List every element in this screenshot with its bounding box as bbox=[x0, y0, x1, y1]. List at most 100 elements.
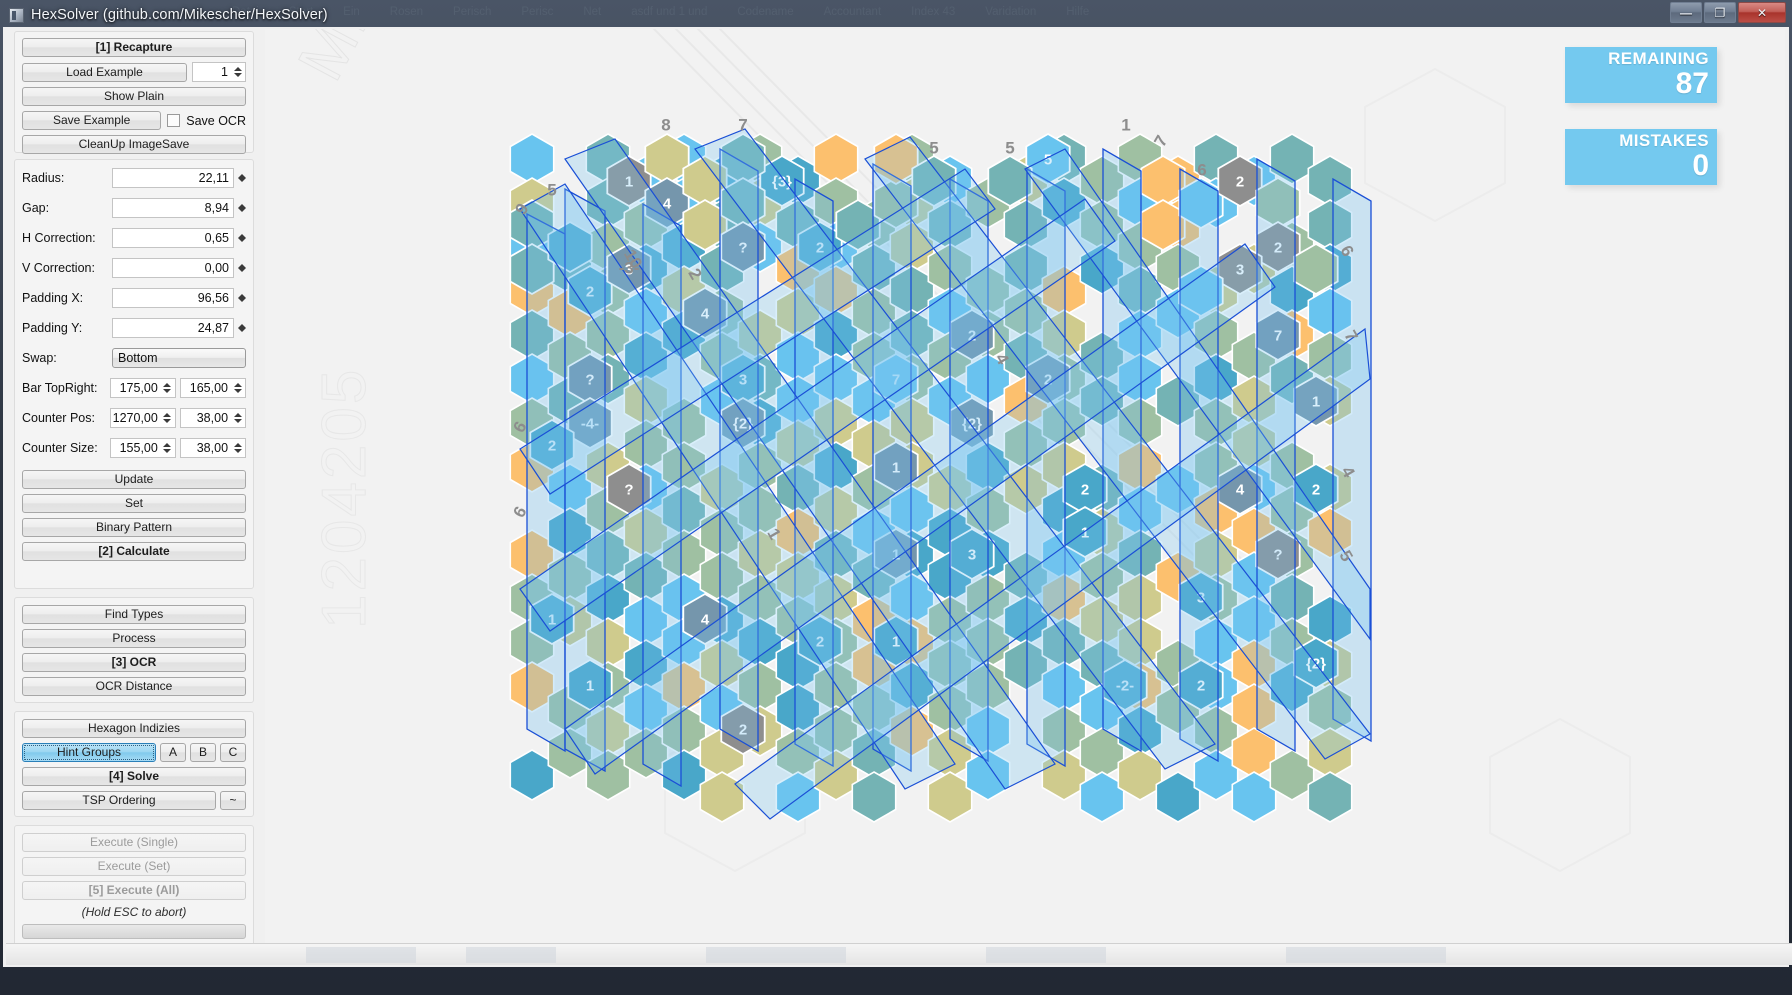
chevron-down-icon[interactable] bbox=[233, 389, 242, 393]
hex-cell[interactable]: 1 bbox=[1293, 374, 1339, 428]
stepper-arrows[interactable] bbox=[231, 409, 244, 427]
hex-cell[interactable]: 1 bbox=[567, 658, 613, 712]
stepper-arrows[interactable] bbox=[231, 63, 244, 81]
hint-group-b-button[interactable]: B bbox=[190, 743, 216, 762]
execute-all-button[interactable]: [5] Execute (All) bbox=[22, 881, 246, 900]
counter-size-w[interactable]: 155,00 bbox=[109, 438, 176, 458]
hex-cell[interactable] bbox=[509, 661, 555, 713]
chevron-up-icon[interactable] bbox=[238, 294, 246, 298]
h-correction-input[interactable]: 0,65 bbox=[112, 228, 234, 248]
h-correction-stepper[interactable] bbox=[238, 234, 246, 242]
chevron-down-icon[interactable] bbox=[163, 449, 172, 453]
hex-cell[interactable]: 1 bbox=[1062, 505, 1108, 559]
hex-cell[interactable]: 2 bbox=[1293, 462, 1339, 516]
hex-cell[interactable]: -4- bbox=[567, 396, 613, 450]
close-button[interactable]: ✕ bbox=[1738, 2, 1786, 23]
chevron-down-icon[interactable] bbox=[238, 178, 246, 182]
chevron-down-icon[interactable] bbox=[233, 73, 242, 77]
set-button[interactable]: Set bbox=[22, 494, 246, 513]
load-example-button[interactable]: Load Example bbox=[22, 62, 187, 82]
hex-cell[interactable]: 7 bbox=[873, 352, 919, 406]
hexagon-indizies-button[interactable]: Hexagon Indizies bbox=[22, 719, 246, 738]
hex-cell[interactable] bbox=[1178, 264, 1224, 318]
chevron-down-icon[interactable] bbox=[233, 449, 242, 453]
counter-size-h[interactable]: 38,00 bbox=[179, 438, 247, 458]
chevron-down-icon[interactable] bbox=[233, 419, 242, 423]
hex-cell[interactable] bbox=[1117, 749, 1163, 801]
hex-cell[interactable]: 3 bbox=[606, 242, 652, 296]
padding-y-stepper[interactable] bbox=[238, 324, 246, 332]
update-button[interactable]: Update bbox=[22, 470, 246, 489]
chevron-down-icon[interactable] bbox=[163, 419, 172, 423]
stepper-arrows[interactable] bbox=[161, 379, 174, 397]
hex-cell[interactable]: 2 bbox=[529, 418, 575, 472]
hex-cell[interactable] bbox=[911, 154, 957, 208]
hex-cell[interactable]: 7 bbox=[1255, 308, 1301, 362]
hex-cell[interactable]: 1 bbox=[873, 614, 919, 668]
chevron-up-icon[interactable] bbox=[238, 204, 246, 208]
ocr-button[interactable]: [3] OCR bbox=[22, 653, 246, 672]
execute-set-button[interactable]: Execute (Set) bbox=[22, 857, 246, 876]
hex-cell[interactable]: 5 bbox=[1025, 132, 1071, 186]
gap-stepper[interactable] bbox=[238, 204, 246, 212]
hex-cell[interactable] bbox=[965, 749, 1011, 801]
hex-cell[interactable] bbox=[987, 154, 1033, 208]
hex-cell[interactable] bbox=[1079, 771, 1125, 823]
hex-cell[interactable]: {2} bbox=[720, 396, 766, 450]
hex-cell[interactable] bbox=[1293, 242, 1339, 296]
radius-stepper[interactable] bbox=[238, 174, 246, 182]
chevron-up-icon[interactable] bbox=[163, 413, 172, 417]
hint-group-a-button[interactable]: A bbox=[160, 743, 186, 762]
chevron-down-icon[interactable] bbox=[238, 208, 246, 212]
save-example-button[interactable]: Save Example bbox=[22, 111, 162, 130]
counter-pos-x[interactable]: 1270,00 bbox=[109, 408, 176, 428]
chevron-up-icon[interactable] bbox=[233, 383, 242, 387]
tsp-ordering-button[interactable]: TSP Ordering bbox=[22, 791, 216, 810]
hex-cell[interactable]: 2 bbox=[1217, 154, 1263, 208]
radius-input[interactable]: 22,11 bbox=[112, 168, 234, 188]
minimize-button[interactable]: — bbox=[1670, 2, 1702, 23]
chevron-down-icon[interactable] bbox=[238, 238, 246, 242]
hex-cell[interactable] bbox=[851, 771, 897, 823]
hex-cell[interactable]: ? bbox=[720, 220, 766, 274]
chevron-up-icon[interactable] bbox=[238, 324, 246, 328]
hex-cell[interactable] bbox=[1307, 771, 1353, 823]
v-correction-stepper[interactable] bbox=[238, 264, 246, 272]
execute-single-button[interactable]: Execute (Single) bbox=[22, 833, 246, 852]
calculate-button[interactable]: [2] Calculate bbox=[22, 542, 246, 561]
find-types-button[interactable]: Find Types bbox=[22, 605, 246, 624]
hexagon-grid[interactable]: 14{3}?2522323?-4-2?43{2}72{2}2113214271?… bbox=[265, 29, 1785, 965]
hex-cell[interactable] bbox=[1155, 771, 1201, 823]
board-canvas[interactable]: MENU 1204205 14{3}?2522323?-4-2?43{2}72{… bbox=[265, 29, 1785, 965]
swap-select[interactable]: Bottom bbox=[112, 348, 246, 368]
padding-x-stepper[interactable] bbox=[238, 294, 246, 302]
recapture-button[interactable]: [1] Recapture bbox=[22, 38, 246, 57]
counter-pos-y[interactable]: 38,00 bbox=[179, 408, 247, 428]
gap-input[interactable]: 8,94 bbox=[112, 198, 234, 218]
hex-cell[interactable] bbox=[1269, 133, 1315, 185]
stepper-arrows[interactable] bbox=[231, 439, 244, 457]
hex-cell[interactable] bbox=[1307, 507, 1353, 559]
hex-cell[interactable]: 2 bbox=[1025, 352, 1071, 406]
hex-cell[interactable] bbox=[699, 771, 745, 823]
stepper-arrows[interactable] bbox=[231, 379, 244, 397]
hint-group-c-button[interactable]: C bbox=[220, 743, 246, 762]
chevron-up-icon[interactable] bbox=[238, 234, 246, 238]
hex-cell[interactable]: ? bbox=[1255, 527, 1301, 581]
load-example-stepper[interactable]: 1 bbox=[192, 62, 246, 82]
cleanup-imagesave-button[interactable]: CleanUp ImageSave bbox=[22, 135, 246, 154]
hex-cell[interactable]: 2 bbox=[720, 702, 766, 756]
hex-cell[interactable] bbox=[927, 771, 973, 823]
hex-cell[interactable]: 2 bbox=[1178, 658, 1224, 712]
hex-cell[interactable]: 2 bbox=[1255, 220, 1301, 274]
hex-cell[interactable] bbox=[509, 749, 555, 801]
solve-button[interactable]: [4] Solve bbox=[22, 767, 246, 786]
bar-topright-x[interactable]: 175,00 bbox=[109, 378, 176, 398]
show-plain-button[interactable]: Show Plain bbox=[22, 87, 246, 106]
stepper-arrows[interactable] bbox=[161, 439, 174, 457]
v-correction-input[interactable]: 0,00 bbox=[112, 258, 234, 278]
hex-cell[interactable] bbox=[813, 133, 859, 185]
hex-cell[interactable]: 4 bbox=[682, 592, 728, 646]
chevron-down-icon[interactable] bbox=[238, 268, 246, 272]
chevron-up-icon[interactable] bbox=[233, 413, 242, 417]
